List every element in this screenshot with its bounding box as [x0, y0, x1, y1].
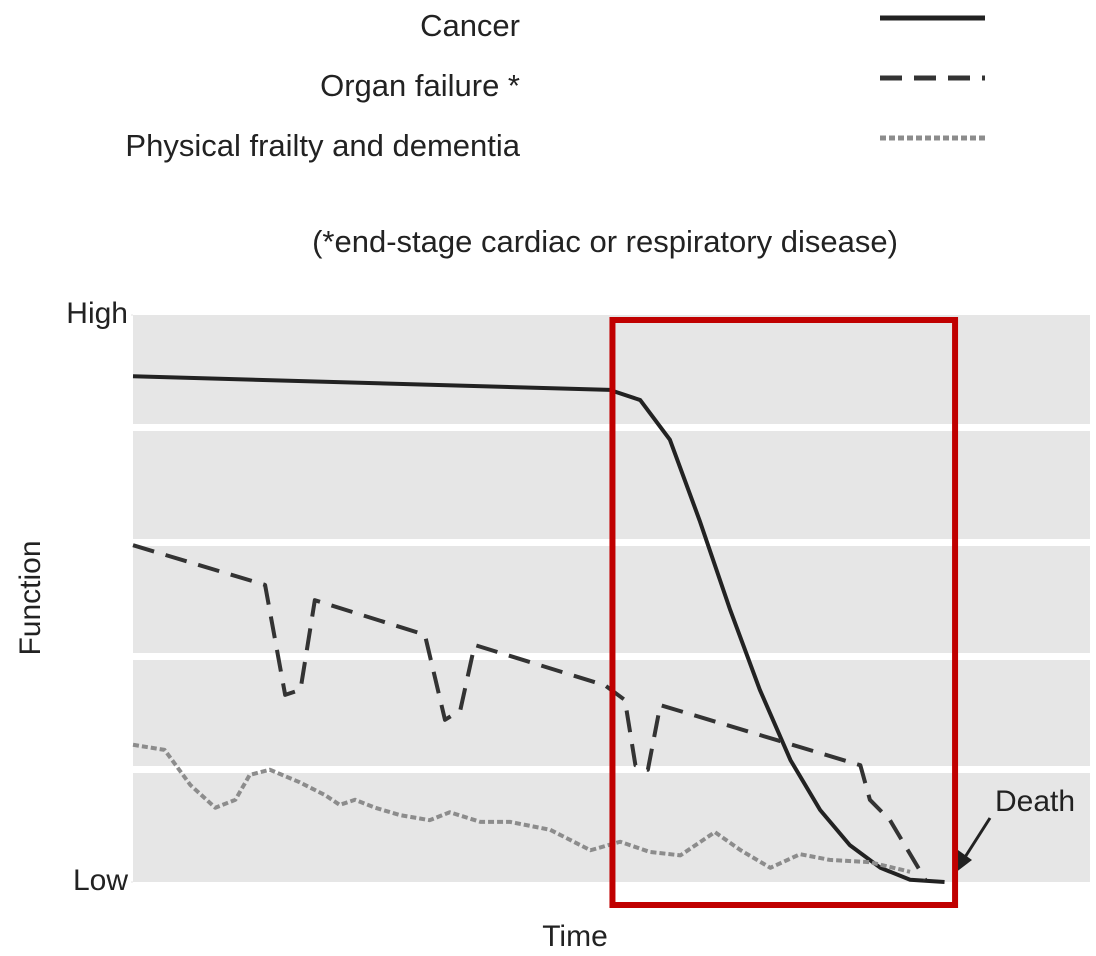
- annotation-arrow: [955, 817, 992, 873]
- legend-label: Organ failure *: [320, 68, 520, 103]
- legend-label: Physical frailty and dementia: [125, 128, 520, 163]
- y-axis-label: Function: [14, 540, 47, 655]
- series-line: [132, 742, 911, 874]
- legend-label: Cancer: [420, 8, 520, 43]
- legend-note: (*end-stage cardiac or respiratory disea…: [312, 224, 898, 259]
- y-tick-label: High: [66, 297, 128, 330]
- series-line: [132, 543, 928, 881]
- y-tick-label: Low: [73, 864, 128, 897]
- annotation: Death: [995, 785, 1075, 818]
- arrow-head: [955, 850, 972, 873]
- series-line: [132, 374, 945, 884]
- x-axis-label: Time: [542, 920, 608, 953]
- highlight-box: [609, 317, 959, 908]
